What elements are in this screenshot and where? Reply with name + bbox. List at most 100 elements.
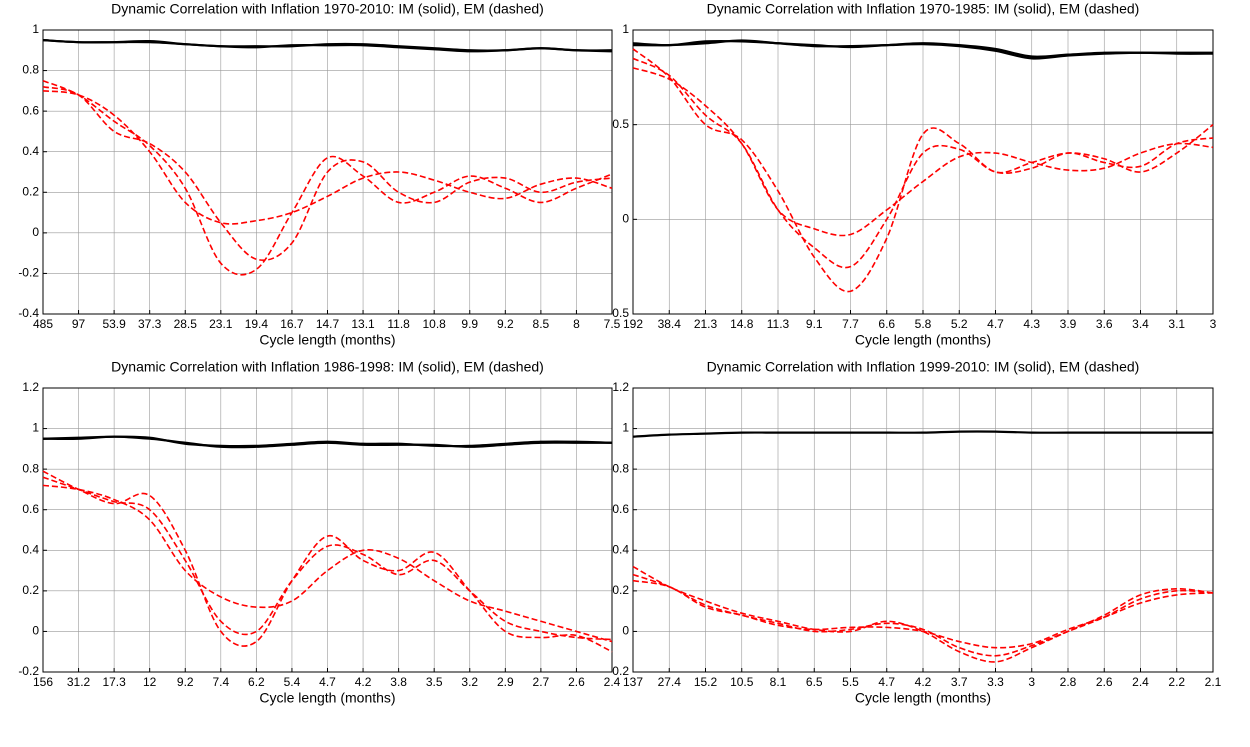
x-tick-label: 2.6 bbox=[568, 675, 585, 689]
x-tick-label: 9.2 bbox=[497, 317, 514, 331]
x-tick-label: 4.7 bbox=[319, 675, 336, 689]
x-tick-label: 5.5 bbox=[842, 675, 859, 689]
x-tick-label: 17.3 bbox=[102, 675, 126, 689]
x-tick-label: 12 bbox=[143, 675, 157, 689]
y-tick-label: -0.5 bbox=[608, 306, 629, 320]
x-tick-label: 37.3 bbox=[138, 317, 162, 331]
series-line bbox=[632, 67, 1214, 237]
y-tick-label: 1 bbox=[32, 421, 39, 435]
x-tick-label: 27.4 bbox=[658, 675, 682, 689]
y-tick-label: 0.8 bbox=[612, 461, 629, 475]
x-axis-label: Cycle length (months) bbox=[855, 332, 991, 348]
y-tick-label: 1.2 bbox=[612, 380, 629, 394]
y-tick-label: 0 bbox=[622, 212, 629, 226]
x-tick-label: 5.4 bbox=[284, 675, 301, 689]
series-line bbox=[42, 435, 613, 448]
x-tick-label: 4.3 bbox=[1023, 317, 1040, 331]
x-axis-label: Cycle length (months) bbox=[259, 690, 395, 706]
x-tick-label: 11.3 bbox=[767, 317, 790, 331]
x-tick-label: 6.6 bbox=[878, 317, 895, 331]
x-tick-label: 9.1 bbox=[806, 317, 823, 331]
x-tick-label: 2.4 bbox=[604, 675, 621, 689]
x-tick-label: 9.9 bbox=[461, 317, 478, 331]
series-line bbox=[42, 470, 613, 653]
x-tick-label: 14.7 bbox=[316, 317, 340, 331]
x-tick-label: 53.9 bbox=[102, 317, 126, 331]
x-tick-label: 2.4 bbox=[1132, 675, 1149, 689]
x-tick-label: 38.4 bbox=[658, 317, 682, 331]
x-tick-label: 4.7 bbox=[987, 317, 1004, 331]
series-line bbox=[42, 484, 613, 643]
x-tick-label: 23.1 bbox=[209, 317, 233, 331]
x-tick-label: 3.3 bbox=[987, 675, 1004, 689]
y-tick-label: 0.4 bbox=[22, 144, 39, 158]
x-tick-label: 485 bbox=[33, 317, 53, 331]
y-tick-label: -0.4 bbox=[18, 306, 39, 320]
y-tick-label: 1.2 bbox=[22, 380, 39, 394]
y-tick-label: -0.2 bbox=[608, 664, 629, 678]
x-tick-label: 13.1 bbox=[351, 317, 375, 331]
x-tick-label: 2.2 bbox=[1168, 675, 1185, 689]
plot-frame bbox=[42, 387, 613, 673]
y-tick-label: 0.6 bbox=[22, 502, 39, 516]
y-tick-label: 0.6 bbox=[22, 103, 39, 117]
plot-frame bbox=[632, 29, 1214, 315]
x-tick-label: 8.1 bbox=[770, 675, 787, 689]
y-tick-label: 0 bbox=[32, 225, 39, 239]
series-line bbox=[42, 476, 613, 641]
x-tick-label: 15.2 bbox=[694, 675, 718, 689]
x-tick-label: 2.9 bbox=[497, 675, 514, 689]
y-tick-label: 0.6 bbox=[612, 502, 629, 516]
x-tick-label: 10.5 bbox=[730, 675, 754, 689]
x-tick-label: 3.2 bbox=[461, 675, 478, 689]
y-tick-label: 0.8 bbox=[22, 461, 39, 475]
x-tick-label: 3.6 bbox=[1096, 317, 1113, 331]
y-tick-label: -0.2 bbox=[18, 266, 39, 280]
x-tick-label: 4.2 bbox=[355, 675, 372, 689]
x-tick-label: 3.8 bbox=[390, 675, 407, 689]
x-tick-label: 3.9 bbox=[1060, 317, 1077, 331]
y-tick-label: 1 bbox=[32, 22, 39, 36]
y-tick-label: -0.2 bbox=[18, 664, 39, 678]
series-line bbox=[42, 79, 613, 276]
x-tick-label: 5.8 bbox=[915, 317, 932, 331]
x-tick-label: 2.7 bbox=[533, 675, 550, 689]
x-tick-label: 9.2 bbox=[177, 675, 194, 689]
x-tick-label: 3.1 bbox=[1168, 317, 1185, 331]
y-tick-label: 0 bbox=[32, 624, 39, 638]
x-tick-label: 7.7 bbox=[842, 317, 859, 331]
x-tick-label: 8.5 bbox=[533, 317, 550, 331]
x-tick-label: 8 bbox=[573, 317, 580, 331]
series-line bbox=[42, 39, 613, 53]
y-tick-label: 1 bbox=[622, 22, 629, 36]
x-tick-label: 3 bbox=[1028, 675, 1035, 689]
x-tick-label: 7.5 bbox=[604, 317, 621, 331]
series-line bbox=[632, 573, 1214, 657]
y-tick-label: 1 bbox=[622, 421, 629, 435]
chart-title: Dynamic Correlation with Inflation 1999-… bbox=[707, 359, 1140, 375]
x-tick-label: 5.2 bbox=[951, 317, 968, 331]
x-tick-label: 3 bbox=[1210, 317, 1217, 331]
x-tick-label: 137 bbox=[623, 675, 643, 689]
x-tick-label: 4.2 bbox=[915, 675, 932, 689]
x-tick-label: 2.6 bbox=[1096, 675, 1113, 689]
x-tick-label: 97 bbox=[72, 317, 86, 331]
y-tick-label: 0.8 bbox=[22, 63, 39, 77]
y-tick-label: 0.2 bbox=[22, 583, 39, 597]
y-tick-label: 0.2 bbox=[22, 184, 39, 198]
x-tick-label: 19.4 bbox=[245, 317, 269, 331]
x-tick-label: 6.5 bbox=[806, 675, 823, 689]
y-tick-label: 0.2 bbox=[612, 583, 629, 597]
series-line bbox=[632, 39, 1214, 60]
y-tick-label: 0 bbox=[622, 624, 629, 638]
x-tick-label: 10.8 bbox=[423, 317, 447, 331]
x-tick-label: 31.2 bbox=[67, 675, 91, 689]
x-tick-label: 6.2 bbox=[248, 675, 265, 689]
x-tick-label: 14.8 bbox=[730, 317, 754, 331]
chart-title: Dynamic Correlation with Inflation 1986-… bbox=[111, 359, 544, 375]
x-axis-label: Cycle length (months) bbox=[855, 690, 991, 706]
y-tick-label: 0.5 bbox=[612, 117, 629, 131]
x-tick-label: 2.1 bbox=[1205, 675, 1222, 689]
